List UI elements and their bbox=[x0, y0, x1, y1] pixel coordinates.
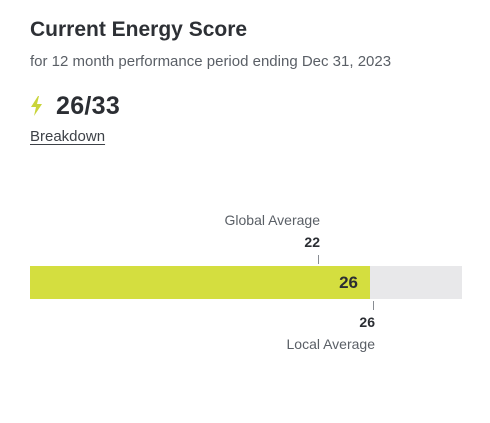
score-row: 26/33 bbox=[30, 91, 120, 121]
score-bar-value: 26 bbox=[339, 273, 358, 292]
local-average-value: 26 bbox=[359, 314, 375, 330]
energy-score-chart: Global Average 22 26 26 Local Average bbox=[30, 205, 462, 365]
energy-score-value: 26/33 bbox=[56, 91, 121, 120]
local-average-label: Local Average bbox=[286, 336, 375, 352]
breakdown-link[interactable]: Breakdown bbox=[30, 128, 106, 145]
global-average-tick bbox=[318, 255, 319, 264]
local-average-tick bbox=[373, 301, 374, 310]
global-average-value: 22 bbox=[304, 234, 320, 250]
global-average-label: Global Average bbox=[224, 212, 320, 228]
score-bar-fill bbox=[30, 266, 370, 299]
score-bar-track: 26 bbox=[30, 266, 462, 299]
lightning-bolt-icon bbox=[31, 96, 42, 116]
performance-period-subtitle: for 12 month performance period ending D… bbox=[30, 53, 392, 70]
card-title: Current Energy Score bbox=[30, 18, 248, 41]
